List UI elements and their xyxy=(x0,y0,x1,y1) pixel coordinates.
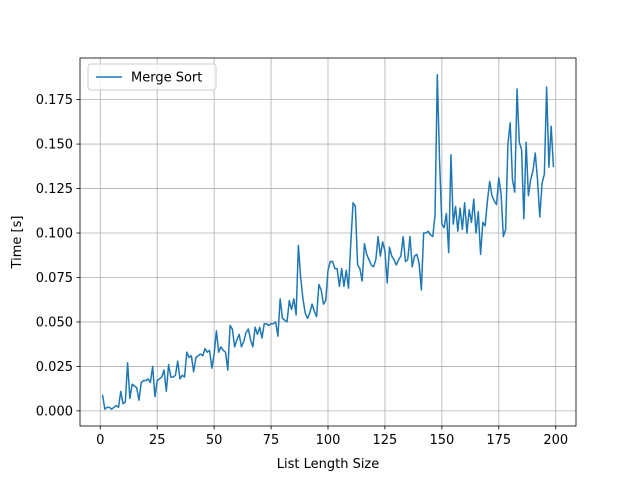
x-axis-label: List Length Size xyxy=(277,457,380,472)
y-tick-label: 0.175 xyxy=(36,93,73,108)
x-tick-label: 200 xyxy=(543,433,568,448)
x-tick-label: 50 xyxy=(206,433,223,448)
x-tick-label: 150 xyxy=(429,433,454,448)
x-tick-label: 0 xyxy=(96,433,104,448)
y-tick-label: 0.075 xyxy=(36,271,73,286)
x-tick-label: 100 xyxy=(316,433,341,448)
x-tick-label: 25 xyxy=(149,433,166,448)
data-line xyxy=(101,73,555,410)
x-tick-label: 175 xyxy=(486,433,511,448)
y-tick-label: 0.050 xyxy=(36,315,73,330)
y-tick-label: 0.000 xyxy=(36,404,73,419)
y-axis-label: Time [s] xyxy=(10,216,25,270)
x-tick-label: 125 xyxy=(373,433,398,448)
y-tick-label: 0.025 xyxy=(36,360,73,375)
y-tick-label: 0.125 xyxy=(36,182,73,197)
legend-box xyxy=(87,63,217,91)
y-tick-label: 0.100 xyxy=(36,227,73,242)
legend-label: Merge Sort xyxy=(131,71,202,86)
y-tick-label: 0.150 xyxy=(36,138,73,153)
axes-frame xyxy=(79,57,577,427)
x-tick-label: 75 xyxy=(263,433,280,448)
